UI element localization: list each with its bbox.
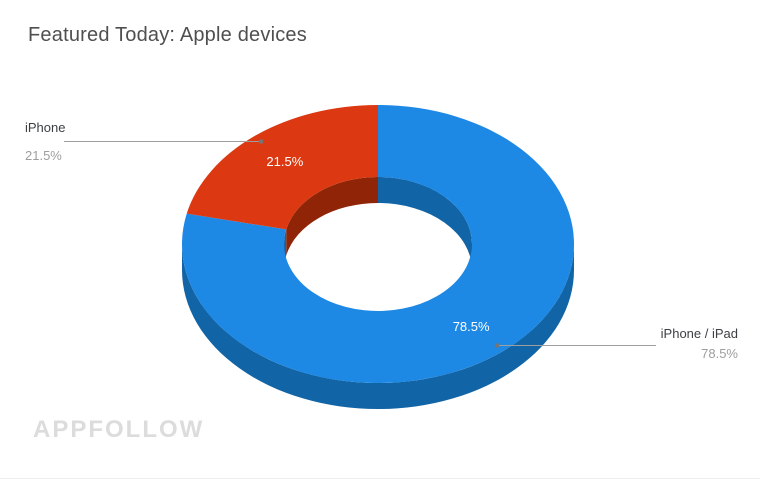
callout-iphone-ipad: iPhone / iPad 78.5%: [661, 326, 738, 361]
slice-wall: [182, 244, 574, 409]
pie-slice-iphone[interactable]: [186, 105, 378, 230]
slice-label-iphone: iPhone: [25, 120, 66, 135]
slice-value-label: 78.5%: [453, 319, 490, 334]
callout-dot: [258, 139, 264, 144]
pie-slice-iphone-ipad[interactable]: [181, 105, 574, 383]
callout-iphone: iPhone 21.5%: [25, 120, 65, 163]
slice-wall: [286, 176, 378, 256]
slice-percent-iphone: 21.5%: [25, 148, 62, 163]
slice-value-label: 21.5%: [266, 154, 303, 169]
slice-percent-iphone-ipad: 78.5%: [701, 346, 738, 361]
chart-title: Featured Today: Apple devices: [28, 24, 307, 46]
callout-dot: [494, 343, 500, 348]
appfollow-watermark: APPFOLLOW: [33, 416, 205, 443]
slice-wall: [378, 177, 472, 270]
slice-label-iphone-ipad: iPhone / iPad: [660, 326, 738, 341]
